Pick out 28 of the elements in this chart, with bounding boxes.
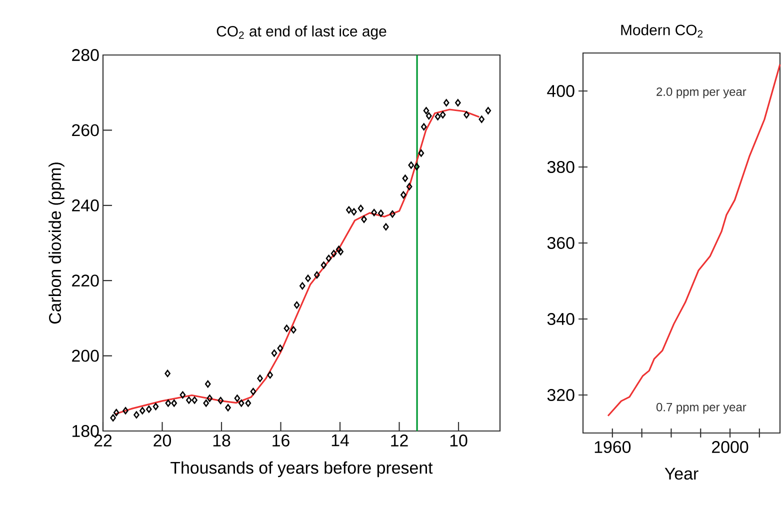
line-series (607, 64, 781, 417)
chart-title: CO$_{2}$ at end of last ice age (216, 26, 386, 40)
y-tick-label: 180 (72, 425, 99, 437)
y-tick-label: 380 (547, 161, 574, 173)
x-tick-label: 22 (94, 434, 112, 446)
y-tick-label: 340 (547, 313, 574, 325)
x-tick-label: 18 (213, 434, 230, 447)
x-tick-label: 16 (272, 434, 290, 447)
x-tick-label: 2000 (712, 441, 748, 454)
y-axis-title: Carbon dioxide (ppm) (48, 162, 64, 324)
y-tick-label: 320 (547, 389, 574, 401)
annotation: 0.7 ppm per year (656, 402, 746, 414)
y-tick-label: 240 (72, 199, 99, 212)
annotation: 2.0 ppm per year (656, 87, 746, 98)
x-tick-label: 12 (391, 434, 408, 446)
y-tick-label: 400 (547, 85, 574, 97)
x-tick-label: 20 (154, 434, 172, 447)
x-axis-title: Thousands of years before present (170, 461, 433, 478)
x-tick-label: 1960 (594, 441, 631, 454)
x-axis-title: Year (664, 468, 698, 480)
y-tick-label: 360 (547, 237, 574, 249)
x-tick-label: 14 (332, 434, 349, 446)
y-tick-label: 200 (72, 350, 99, 362)
y-tick-label: 220 (72, 274, 99, 287)
y-tick-label: 280 (72, 48, 99, 61)
x-tick-label: 10 (450, 434, 468, 447)
chart-title: Modern CO$_{2}$ (621, 24, 703, 38)
y-tick-label: 260 (72, 124, 99, 136)
